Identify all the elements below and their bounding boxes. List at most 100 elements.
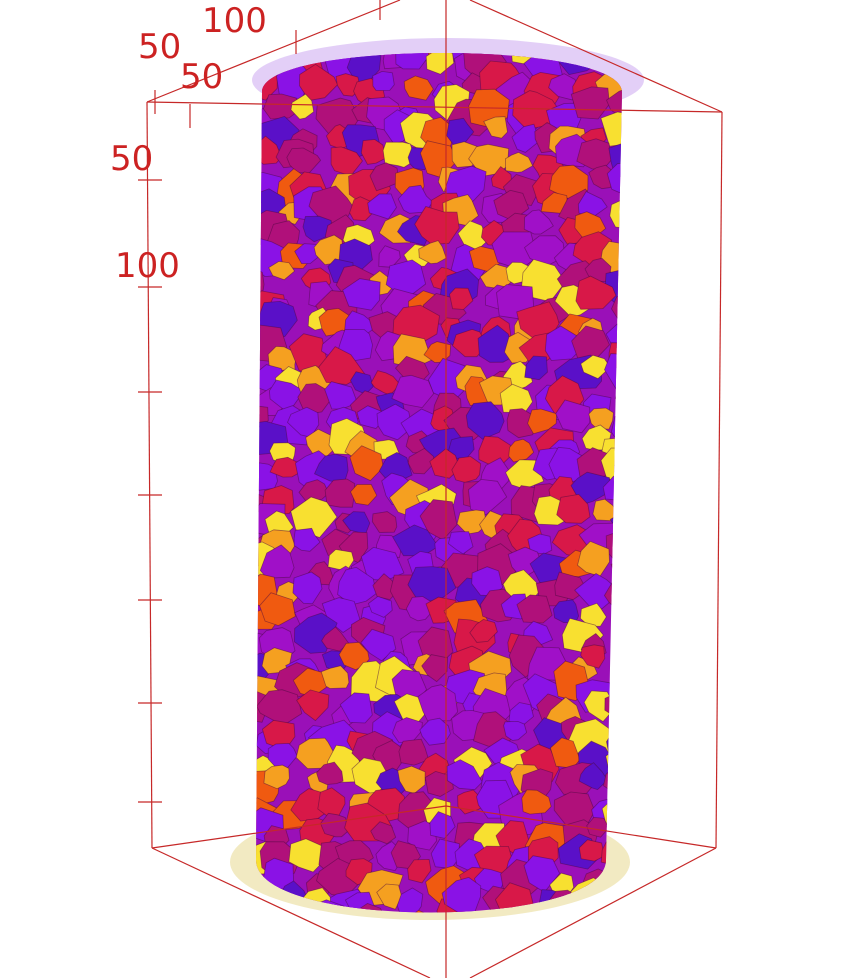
- grain: [290, 496, 338, 538]
- grain: [316, 761, 344, 785]
- grain: [523, 209, 554, 235]
- grain: [414, 206, 460, 245]
- bounding-box: [138, 0, 723, 978]
- grain: [391, 374, 435, 409]
- grain: [259, 544, 295, 579]
- grain: [620, 681, 622, 708]
- grain: [321, 597, 361, 633]
- grain: [522, 913, 568, 954]
- grain: [449, 287, 474, 310]
- grain: [521, 789, 552, 815]
- grain: [605, 529, 622, 563]
- grain: [483, 116, 508, 139]
- grain: [256, 266, 265, 295]
- grain: [586, 816, 610, 838]
- grain: [339, 692, 373, 724]
- grain: [321, 626, 350, 652]
- grain: [421, 654, 449, 683]
- grain: [527, 408, 558, 435]
- grain: [360, 628, 397, 662]
- grain: [606, 731, 622, 755]
- grain: [500, 916, 539, 947]
- grain: [592, 498, 618, 522]
- grain: [583, 20, 616, 47]
- grain: [418, 240, 447, 265]
- z-axis-label: 100: [115, 246, 180, 286]
- grain: [370, 916, 395, 936]
- grain: [610, 556, 622, 590]
- grain: [556, 493, 591, 524]
- grain: [516, 594, 553, 624]
- grain: [606, 162, 622, 196]
- grain: [395, 53, 430, 70]
- grain: [580, 644, 606, 669]
- grain: [290, 93, 315, 120]
- grain: [302, 215, 333, 243]
- grain: [299, 63, 339, 101]
- grain: [370, 821, 397, 845]
- grain: [367, 193, 397, 220]
- grain: [503, 720, 528, 741]
- grain: [398, 738, 430, 766]
- grain: [405, 596, 435, 622]
- grain: [407, 447, 435, 475]
- grain: [606, 88, 622, 116]
- grain: [382, 141, 417, 168]
- grain: [580, 354, 611, 380]
- grain: [620, 660, 622, 684]
- grain: [614, 377, 622, 414]
- grain: [621, 216, 622, 240]
- grain: [372, 70, 395, 91]
- grain: [369, 162, 400, 192]
- grain: [609, 511, 622, 540]
- grain: [600, 447, 622, 487]
- grain: [269, 456, 299, 478]
- grain: [579, 602, 607, 628]
- grain: [278, 914, 313, 946]
- grain: [376, 883, 403, 910]
- grain: [397, 184, 434, 214]
- grain: [603, 905, 622, 913]
- grain: [605, 746, 622, 780]
- grain: [555, 399, 591, 434]
- grain: [342, 278, 381, 311]
- grain: [407, 858, 432, 884]
- grain: [263, 764, 290, 790]
- grain: [611, 605, 622, 636]
- grain: [469, 618, 498, 643]
- grain: [425, 53, 455, 75]
- grain: [403, 75, 434, 101]
- y-axis-label: 50: [138, 27, 181, 67]
- grain: [429, 811, 456, 839]
- grain: [524, 355, 548, 381]
- grain: [288, 838, 329, 873]
- grain: [396, 887, 424, 913]
- grain: [296, 689, 330, 722]
- grain: [447, 531, 474, 555]
- z-axis-label: 50: [110, 139, 153, 179]
- grain: [575, 275, 617, 310]
- grain: [259, 592, 296, 627]
- grain: [350, 483, 378, 506]
- grain: [256, 906, 278, 913]
- grain: [504, 151, 534, 173]
- grain: [268, 260, 296, 281]
- grain: [570, 86, 610, 120]
- grain: [324, 478, 356, 508]
- grain: [613, 25, 638, 47]
- grain: [376, 403, 413, 441]
- x-axis-label: 100: [202, 1, 267, 41]
- grain: [349, 445, 384, 482]
- grain: [320, 665, 350, 689]
- grain: [467, 478, 508, 516]
- grain: [609, 197, 622, 230]
- grain: [511, 123, 540, 153]
- grain: [600, 111, 622, 147]
- grain: [604, 353, 622, 391]
- grain: [452, 328, 488, 358]
- grain: [610, 413, 622, 446]
- grain: [548, 73, 580, 101]
- grain: [456, 509, 488, 535]
- grains: [256, 20, 638, 954]
- grain: [581, 908, 613, 913]
